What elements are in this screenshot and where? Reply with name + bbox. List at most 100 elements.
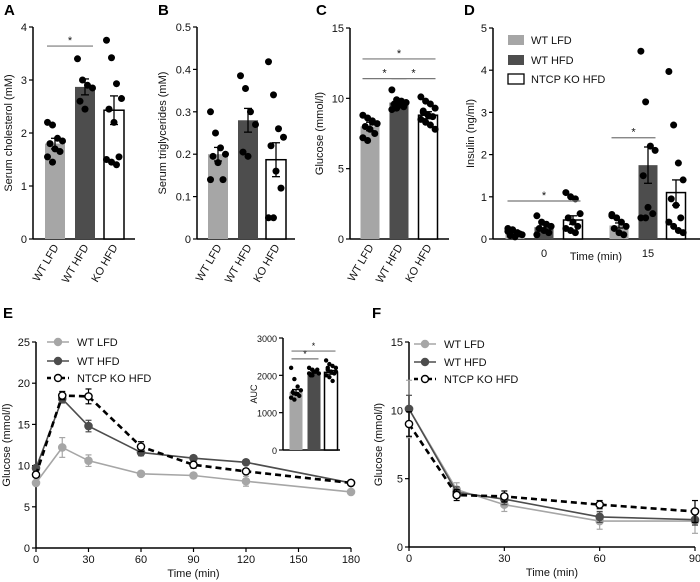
bar [307, 371, 321, 450]
legend-label: WT HFD [531, 55, 574, 67]
data-point [31, 478, 41, 488]
data-point [275, 125, 282, 133]
data-point [207, 108, 214, 116]
data-point [330, 378, 335, 384]
legend-label: WT HFD [77, 356, 120, 368]
data-point [292, 376, 297, 382]
data-point [674, 159, 682, 167]
data-point [642, 98, 650, 106]
x-tick-label: 60 [594, 553, 606, 565]
data-point [113, 161, 120, 169]
data-point [265, 214, 272, 222]
data-point [46, 140, 54, 148]
y-tick-label: 0.1 [176, 192, 191, 204]
data-point [617, 218, 625, 226]
legend-label: NTCP KO HFD [77, 373, 151, 385]
data-point [108, 54, 115, 62]
y-axis-label: Glucose (mmol/l) [314, 92, 326, 175]
panel-label: C [316, 2, 327, 19]
data-point [620, 231, 628, 239]
data-point [665, 67, 673, 75]
data-point [247, 108, 254, 116]
data-point [89, 84, 96, 92]
data-point [371, 130, 379, 137]
data-point [277, 184, 285, 192]
bar [389, 102, 409, 239]
y-tick-label: 15 [391, 337, 403, 349]
y-tick-label: 1000 [257, 409, 277, 419]
panel-label: B [158, 2, 169, 19]
series-line [407, 423, 696, 513]
data-point [84, 456, 93, 465]
data-point [333, 365, 339, 371]
data-point [207, 176, 214, 184]
data-point [214, 159, 222, 167]
data-point [644, 203, 652, 211]
x-category-label: WT LFD [194, 242, 225, 283]
legend-marker [53, 356, 63, 366]
significance-star: * [542, 190, 547, 202]
data-point [500, 492, 509, 501]
data-point [366, 125, 374, 133]
y-tick-label: 15 [18, 419, 30, 431]
x-category-label: WT HFD [60, 242, 92, 285]
panel-label: D [464, 2, 475, 19]
y-tick-label: 2 [21, 128, 27, 140]
data-point [110, 118, 118, 126]
data-point [56, 148, 64, 156]
significance-star: * [397, 48, 402, 60]
chart-C [346, 27, 449, 240]
data-point [679, 176, 687, 184]
data-point [76, 97, 84, 105]
data-point [533, 212, 541, 220]
legend-swatch [508, 55, 524, 65]
bar [75, 86, 95, 239]
data-point [267, 142, 275, 150]
data-point [325, 365, 330, 371]
data-point [316, 371, 322, 376]
data-point [310, 373, 315, 378]
data-point [239, 148, 247, 156]
data-point [57, 391, 67, 400]
significance-star: * [303, 349, 307, 359]
x-category-label: KO HFD [403, 242, 434, 284]
data-point [244, 152, 252, 160]
y-tick-label: 10 [332, 93, 344, 105]
data-point [57, 443, 67, 452]
series-line [35, 397, 352, 484]
x-category-label: WT LFD [31, 242, 62, 283]
data-point [670, 222, 678, 230]
x-tick-label: 60 [135, 554, 147, 566]
y-tick-label: 0 [338, 234, 344, 246]
x-axis-label: Time (min) [167, 568, 219, 580]
significance-star: * [312, 341, 316, 351]
data-point [323, 358, 329, 363]
legend-marker [420, 374, 430, 384]
chart-D [489, 27, 700, 241]
chart-F [404, 339, 700, 551]
y-tick-label: 0 [21, 234, 27, 246]
x-category-label: WT LFD [346, 242, 377, 283]
data-point [419, 107, 427, 115]
x-group-label: 0 [541, 248, 547, 260]
data-point [136, 469, 146, 479]
data-point [637, 47, 645, 55]
x-axis-label: Time (min) [526, 567, 578, 579]
bar [208, 154, 228, 239]
data-point [59, 137, 66, 145]
data-point [44, 153, 51, 161]
y-axis-label: Glucose (mmol/l) [1, 403, 13, 486]
data-point [252, 121, 259, 129]
data-point [217, 144, 224, 152]
data-point [241, 476, 251, 486]
y-tick-label: 4 [481, 65, 487, 77]
data-point [622, 222, 630, 230]
legend-label: WT LFD [77, 337, 118, 349]
y-tick-label: 0.4 [176, 64, 191, 76]
y-tick-label: 3 [481, 107, 487, 119]
data-point [219, 176, 227, 184]
y-tick-label: 3000 [257, 334, 277, 344]
y-tick-label: 0 [272, 446, 277, 456]
data-point [569, 218, 577, 226]
